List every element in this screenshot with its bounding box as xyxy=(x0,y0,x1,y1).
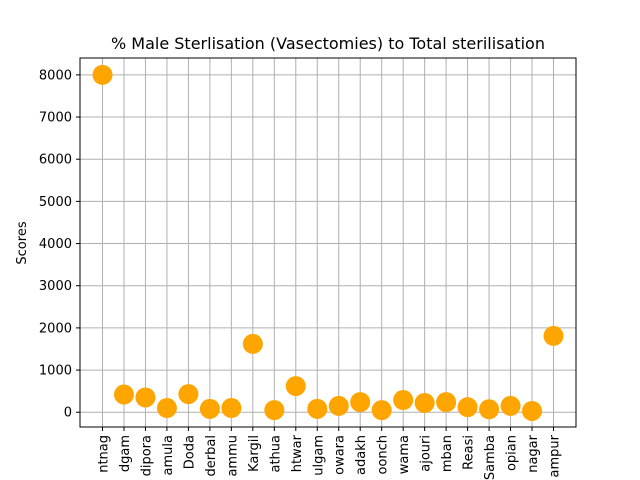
data-point xyxy=(328,395,349,416)
data-point xyxy=(307,398,328,419)
x-tick-label: Doda xyxy=(182,435,197,469)
data-point xyxy=(436,392,457,413)
x-tick-label: ajouri xyxy=(419,435,434,472)
data-points xyxy=(92,64,564,421)
chart-title: % Male Sterlisation (Vasectomies) to Tot… xyxy=(111,34,545,53)
x-tick-label: wama xyxy=(397,435,412,474)
x-tick-label: ammu xyxy=(225,435,240,477)
grid-lines xyxy=(80,58,576,427)
plot-frame xyxy=(79,57,577,428)
data-point xyxy=(393,390,414,411)
y-tick-label: 1000 xyxy=(39,364,72,379)
data-point xyxy=(264,400,285,421)
x-tick-label: Reasi xyxy=(462,435,477,470)
y-tick-label: 0 xyxy=(64,406,72,421)
data-point xyxy=(178,384,199,405)
x-tick-label: htwar xyxy=(290,434,305,472)
data-point xyxy=(113,384,134,405)
data-point xyxy=(199,398,220,419)
x-tick-label: opian xyxy=(505,435,520,471)
data-point xyxy=(457,397,478,418)
y-tick-label: 5000 xyxy=(39,195,72,210)
data-point xyxy=(522,400,543,421)
data-point xyxy=(156,398,177,419)
y-tick-label: 7000 xyxy=(39,111,72,126)
data-point xyxy=(135,387,156,408)
x-tick-label: Kargil xyxy=(247,435,262,472)
x-tick-label: mban xyxy=(440,435,455,472)
data-point xyxy=(543,325,564,346)
data-point xyxy=(414,392,435,413)
y-axis: 0 1000 2000 3000 4000 5000 6000 7000 8000 xyxy=(39,68,80,421)
x-tick-label: derbal xyxy=(204,435,219,476)
y-tick-label: 4000 xyxy=(39,237,72,252)
x-tick-label: ampur xyxy=(548,434,563,477)
y-tick-label: 6000 xyxy=(39,153,72,168)
x-tick-label: dgam xyxy=(118,435,133,472)
x-tick-label: adakh xyxy=(354,435,369,475)
data-point xyxy=(242,333,263,354)
x-tick-label: nagar xyxy=(526,434,541,472)
data-point xyxy=(221,398,242,419)
x-tick-label: ntnag xyxy=(97,435,112,473)
y-tick-label: 8000 xyxy=(39,68,72,83)
x-axis: ntnag dgam dipora amula Doda derbal ammu Kargil… xyxy=(97,427,563,480)
y-tick-label: 3000 xyxy=(39,279,72,294)
data-point xyxy=(479,399,500,420)
data-point xyxy=(350,392,371,413)
data-point xyxy=(371,400,392,421)
x-tick-label: owara xyxy=(333,435,348,475)
x-tick-label: oonch xyxy=(376,435,391,475)
y-axis-label: Scores xyxy=(15,221,30,264)
x-tick-label: Samba xyxy=(483,435,498,480)
data-point xyxy=(500,395,521,416)
x-tick-label: ulgam xyxy=(311,435,326,476)
x-tick-label: athua xyxy=(268,435,283,473)
x-tick-label: amula xyxy=(161,435,176,475)
x-tick-label: dipora xyxy=(139,435,154,476)
data-point xyxy=(92,64,113,85)
y-tick-label: 2000 xyxy=(39,321,72,336)
data-point xyxy=(285,376,306,397)
